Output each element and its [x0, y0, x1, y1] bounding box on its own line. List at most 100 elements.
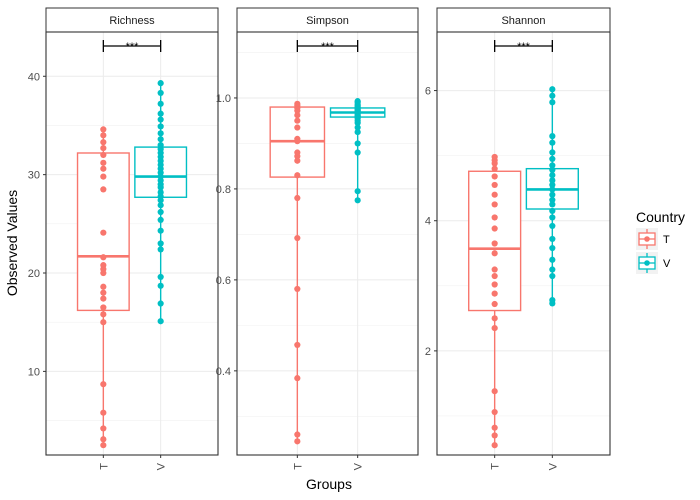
box-v: [525, 86, 579, 307]
data-point: [157, 240, 164, 247]
box-t: [468, 153, 522, 449]
panel-shannon: Shannon *** 2 4 6 T V: [425, 7, 611, 470]
box-v: [329, 98, 386, 204]
data-point: [549, 99, 556, 106]
data-point: [549, 172, 556, 179]
data-point: [549, 222, 556, 230]
data-point: [100, 173, 107, 180]
significance-label: ***: [126, 41, 140, 53]
data-point: [100, 151, 107, 159]
data-point: [100, 144, 107, 152]
data-point: [157, 216, 164, 223]
y-tick-label: 6: [425, 86, 431, 98]
data-point: [549, 191, 556, 198]
data-point: [491, 424, 498, 431]
data-point: [100, 165, 107, 172]
data-point: [549, 207, 556, 215]
x-tick-label: V: [547, 462, 559, 470]
data-point: [549, 244, 556, 252]
facet-strip-label: Simpson: [306, 15, 349, 27]
y-tick-label: 1.0: [216, 93, 231, 105]
data-point: [491, 173, 498, 180]
x-tick-label: T: [490, 463, 502, 470]
box-v: [134, 80, 188, 325]
panel-richness: Richness *** 10 20 30 40 T V: [28, 7, 219, 470]
y-tick-label: 0.6: [216, 275, 231, 287]
data-point: [100, 283, 107, 290]
data-point: [491, 442, 498, 449]
panels-group: Richness *** 10 20 30 40 T V Simpson *** 0.4 0.6 0.8…: [28, 7, 611, 470]
data-point: [491, 225, 498, 232]
facet-strip: [436, 7, 611, 33]
data-point: [491, 300, 498, 308]
data-point: [157, 208, 164, 216]
data-point: [491, 191, 498, 198]
y-tick-label: 30: [28, 170, 40, 182]
data-point: [100, 295, 107, 302]
legend-key-point: [644, 260, 650, 266]
data-point: [100, 262, 107, 269]
data-point: [100, 304, 107, 311]
data-point: [549, 266, 556, 273]
data-point: [157, 136, 164, 143]
box-t: [76, 126, 130, 449]
data-point: [100, 381, 107, 388]
data-point: [354, 188, 361, 195]
x-tick-label: V: [156, 462, 168, 470]
data-point: [491, 432, 498, 439]
data-point: [157, 189, 164, 196]
data-point: [491, 272, 498, 280]
data-point: [294, 117, 301, 124]
data-point: [491, 181, 498, 189]
data-point: [294, 124, 301, 131]
data-point: [157, 80, 164, 87]
x-tick-label: V: [353, 462, 365, 470]
data-point: [549, 196, 556, 203]
data-point: [549, 155, 556, 162]
data-point: [354, 128, 361, 136]
data-point: [157, 282, 164, 289]
data-point: [549, 186, 556, 193]
panel-border: [436, 31, 611, 456]
legend: Country TV: [636, 209, 685, 274]
data-point: [549, 297, 556, 304]
data-point: [549, 177, 556, 184]
data-point: [354, 140, 361, 147]
data-point: [549, 201, 556, 208]
data-point: [157, 273, 164, 281]
data-point: [100, 159, 107, 166]
legend-title: Country: [636, 209, 685, 225]
data-point: [294, 285, 301, 293]
data-point: [100, 126, 107, 133]
data-point: [491, 281, 498, 288]
data-point: [549, 235, 556, 243]
data-point: [294, 100, 301, 107]
data-point: [100, 132, 107, 139]
panel-border: [236, 31, 419, 456]
facet-strip: [45, 7, 219, 33]
data-point: [157, 202, 164, 209]
data-point: [100, 425, 107, 432]
data-point: [157, 142, 164, 149]
data-point: [100, 289, 107, 296]
data-point: [157, 123, 164, 130]
data-point: [491, 315, 498, 322]
data-point: [491, 165, 498, 172]
y-axis-label: Observed Values: [4, 190, 20, 296]
legend-key-t: T: [636, 228, 670, 250]
data-point: [491, 325, 498, 332]
data-point: [100, 311, 107, 318]
y-tick-label: 2: [425, 346, 431, 358]
data-point: [491, 266, 498, 273]
legend-key-v: V: [636, 252, 671, 274]
data-point: [294, 112, 301, 119]
data-point: [100, 409, 107, 416]
data-point: [100, 442, 107, 449]
data-point: [294, 157, 301, 164]
data-point: [491, 388, 498, 395]
x-tick-label: T: [292, 463, 304, 470]
data-point: [294, 149, 301, 156]
data-point: [157, 318, 164, 325]
facet-strip-label: Richness: [109, 15, 155, 27]
